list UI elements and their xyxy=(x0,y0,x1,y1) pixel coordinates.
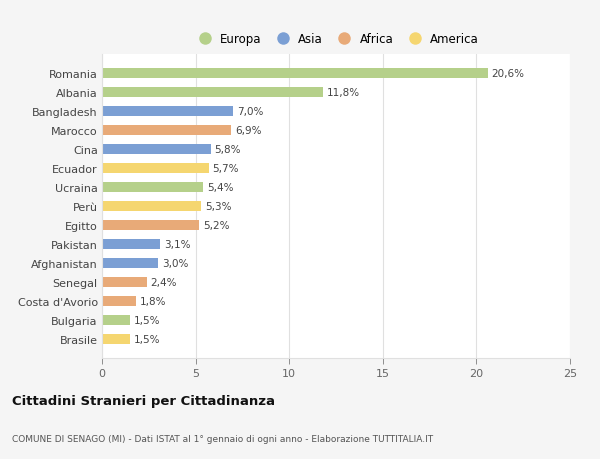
Text: 11,8%: 11,8% xyxy=(326,88,360,98)
Text: 1,5%: 1,5% xyxy=(134,334,160,344)
Text: 6,9%: 6,9% xyxy=(235,126,262,136)
Legend: Europa, Asia, Africa, America: Europa, Asia, Africa, America xyxy=(193,33,479,46)
Text: 5,3%: 5,3% xyxy=(205,202,232,212)
Text: 2,4%: 2,4% xyxy=(151,277,177,287)
Bar xyxy=(102,145,211,155)
Text: COMUNE DI SENAGO (MI) - Dati ISTAT al 1° gennaio di ogni anno - Elaborazione TUT: COMUNE DI SENAGO (MI) - Dati ISTAT al 1°… xyxy=(12,434,433,442)
Bar xyxy=(102,239,160,250)
Bar xyxy=(102,126,231,136)
Bar xyxy=(102,277,147,287)
Text: 7,0%: 7,0% xyxy=(237,107,263,117)
Bar xyxy=(102,220,199,231)
Text: 1,5%: 1,5% xyxy=(134,315,160,325)
Bar xyxy=(102,334,130,344)
Bar xyxy=(102,296,136,307)
Text: 20,6%: 20,6% xyxy=(491,69,524,79)
Text: 1,8%: 1,8% xyxy=(139,296,166,306)
Text: 5,7%: 5,7% xyxy=(212,164,239,174)
Bar xyxy=(102,315,130,325)
Bar xyxy=(102,258,158,269)
Text: 3,0%: 3,0% xyxy=(162,258,188,269)
Text: Cittadini Stranieri per Cittadinanza: Cittadini Stranieri per Cittadinanza xyxy=(12,394,275,407)
Bar xyxy=(102,202,201,212)
Bar xyxy=(102,106,233,117)
Bar xyxy=(102,88,323,98)
Bar xyxy=(102,69,488,79)
Bar xyxy=(102,163,209,174)
Bar xyxy=(102,182,203,193)
Text: 5,8%: 5,8% xyxy=(214,145,241,155)
Text: 5,4%: 5,4% xyxy=(207,183,233,193)
Text: 3,1%: 3,1% xyxy=(164,240,190,249)
Text: 5,2%: 5,2% xyxy=(203,220,230,230)
